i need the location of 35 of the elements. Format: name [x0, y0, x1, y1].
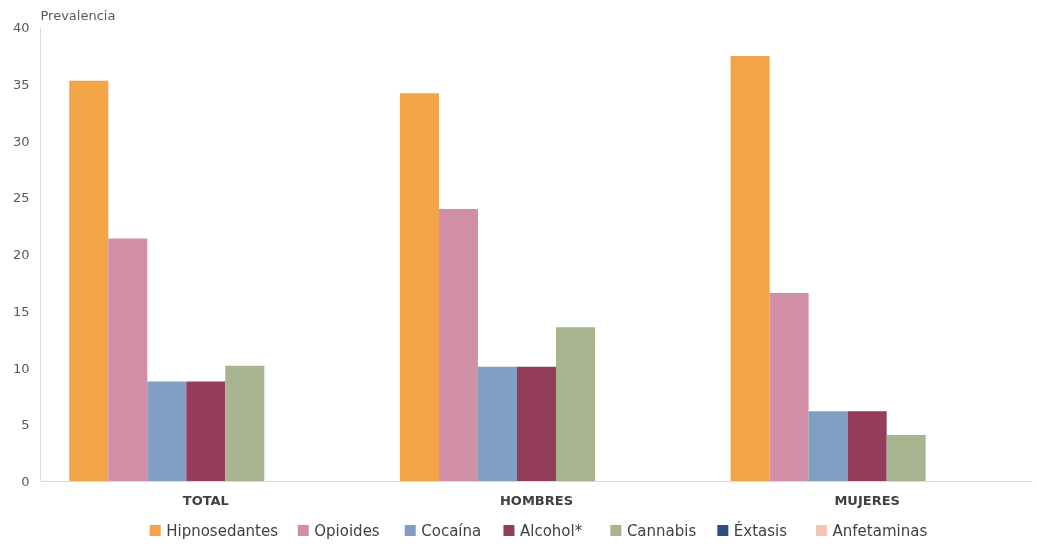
- bar: [808, 411, 848, 482]
- bar: [108, 238, 148, 482]
- legend-label: Éxtasis: [733, 520, 788, 540]
- bar: [886, 434, 926, 482]
- bar: [730, 55, 770, 482]
- x-tick-label: MUJERES: [834, 492, 900, 508]
- legend-label: Alcohol*: [519, 521, 583, 540]
- legend-label: Opioides: [314, 521, 380, 540]
- y-tick-label: 0: [21, 474, 30, 489]
- bar: [847, 411, 887, 482]
- y-tick-label: 30: [12, 133, 30, 149]
- y-tick-label: 20: [12, 247, 30, 262]
- bar: [516, 366, 557, 482]
- y-tick-label: 15: [12, 303, 30, 319]
- bar: [399, 93, 439, 482]
- bar: [225, 365, 265, 482]
- y-tick-label: 25: [12, 190, 30, 206]
- bar: [769, 293, 809, 482]
- x-tick-label: TOTAL: [182, 492, 229, 508]
- legend-label: Hipnosedantes: [166, 521, 279, 540]
- bar: [477, 366, 517, 482]
- x-tick-label: HOMBRES: [499, 492, 574, 508]
- bar: [438, 209, 478, 482]
- y-tick-label: 35: [12, 76, 30, 92]
- y-tick-label: 10: [12, 360, 30, 376]
- bar: [147, 381, 187, 482]
- legend-label: Anfetaminas: [832, 521, 928, 540]
- bar: [556, 327, 596, 482]
- legend-label: Cocaína: [421, 521, 482, 540]
- y-tick-label: 40: [12, 20, 30, 35]
- bar: [69, 80, 109, 482]
- y-axis-title: Prevalencia: [40, 7, 116, 23]
- y-tick-label: 5: [21, 417, 30, 433]
- legend-label: Cannabis: [626, 521, 697, 540]
- bar: [186, 381, 226, 482]
